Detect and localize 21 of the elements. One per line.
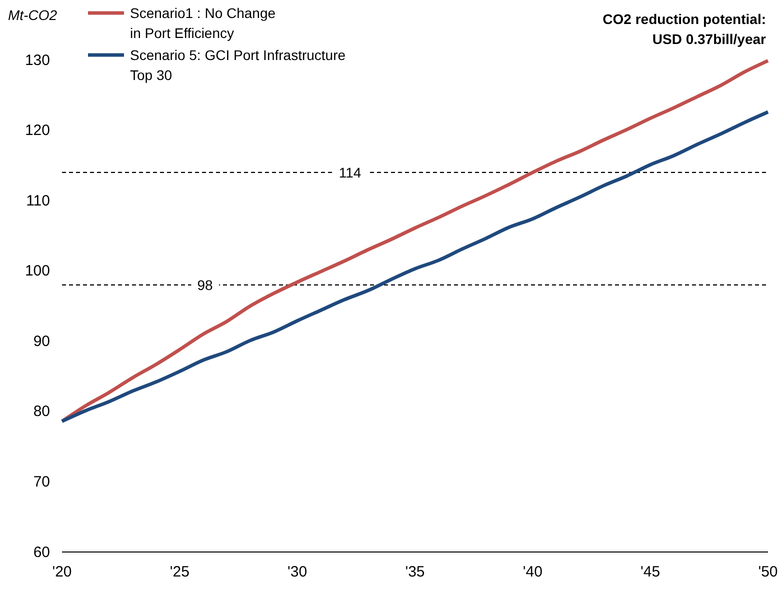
y-tick-label: 100 [24,262,50,280]
y-tick-label: 120 [24,122,50,140]
legend-label: Scenario1 : No Change in Port Efficiency [130,5,276,41]
x-tick-label: '30 [288,564,308,581]
y-tick-label: 110 [26,192,50,210]
y-tick-label: 130 [24,52,50,69]
y-tick-label: 60 [33,544,50,561]
ref-line-label: 98 [197,276,213,293]
text: CO2 reduction potential: USD 0.37bill/year [602,11,767,47]
ref-line-label: 114 [338,164,362,180]
x-tick-label: '35 [405,564,425,581]
y-tick-label: 70 [33,474,50,491]
y-tick-label: 90 [33,332,50,350]
x-tick-label: '50 [758,564,778,581]
y-tick-label: 80 [33,403,50,420]
legend-label: Scenario 5: GCI Port Infrastructure Top 30 [130,47,346,83]
x-tick-label: '45 [640,564,660,581]
x-tick-label: '20 [52,564,72,581]
y-axis-title: Mt-CO2 [8,7,58,23]
x-tick-label: '40 [522,564,542,581]
x-tick-label: '25 [170,564,190,581]
